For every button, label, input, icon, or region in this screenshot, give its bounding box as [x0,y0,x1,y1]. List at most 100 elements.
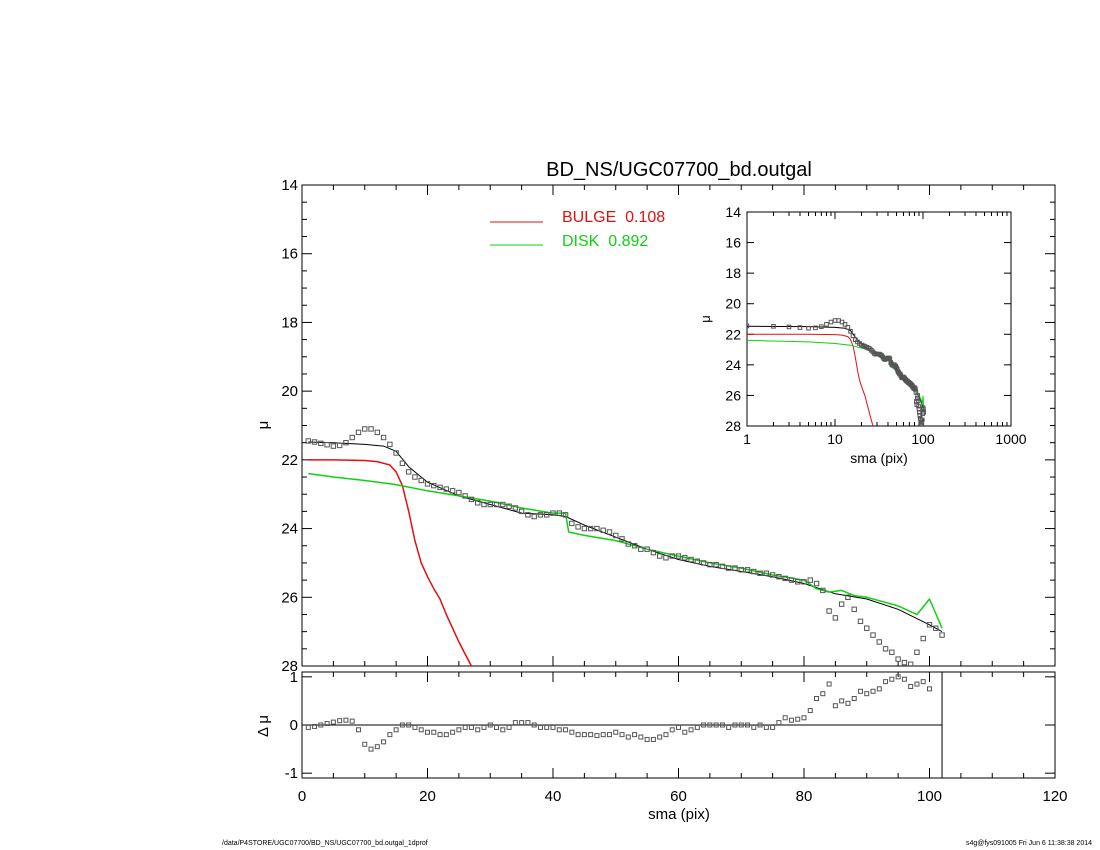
residual-point [544,724,550,730]
residual-point [600,732,606,738]
data-point [788,577,795,583]
data-point [368,426,374,432]
residual-point [776,720,782,726]
residual-point [393,727,399,733]
residual-point [707,722,713,728]
data-point [318,440,324,447]
residual-point [876,686,882,692]
data-point [838,601,845,607]
inset-x-tick-label: 10 [827,431,843,447]
residual-point [657,734,663,740]
residual-point [456,727,462,733]
inset-data-point [813,325,818,331]
residual-point [713,722,719,728]
data-point [656,553,663,559]
data-point [826,608,832,614]
residual-point [883,679,889,685]
residual-point [500,727,506,733]
residual-y-axis-label: Δ μ [255,715,272,737]
residual-point [719,722,725,728]
inset-y-tick-label: 20 [725,296,741,312]
residual-point [914,681,920,687]
residual-point [726,724,732,730]
data-point [431,482,437,489]
inset-data-point [845,325,851,330]
data-point [619,536,625,542]
data-point [795,579,801,585]
data-point [380,434,387,441]
residual-point [381,739,387,745]
residual-point [701,722,707,728]
data-point [437,484,443,491]
residual-point [575,732,581,738]
inset-data-point [915,393,920,398]
data-point [531,513,537,520]
data-point [832,615,839,621]
bulge-line [308,459,473,666]
residual-point [814,696,820,701]
residual-point [826,681,832,687]
residual-point [650,736,656,742]
residual-y-tick-label: 1 [290,669,298,686]
data-point [669,553,675,559]
residual-point [556,727,562,733]
inset-y-tick-label: 22 [725,326,741,342]
inset-x-tick-label: 1000 [995,431,1026,447]
residual-point [688,727,694,733]
data-point [500,501,506,508]
data-point [449,488,456,494]
residual-point [563,727,569,733]
data-point [362,426,368,432]
data-point [556,510,562,516]
residual-point [663,732,669,738]
residual-point [537,724,543,730]
residual-point [418,727,424,733]
inset-y-tick-label: 18 [725,265,741,281]
main-y-tick-label: 14 [281,177,298,194]
data-point [845,594,851,600]
data-point [782,575,788,582]
data-point [506,503,512,509]
inset-data-point [842,322,848,327]
x-tick-label: 100 [917,788,942,805]
residual-point [343,717,349,723]
residual-point [782,715,788,721]
main-series-group [305,426,945,666]
data-point [625,541,631,547]
residual-point [594,733,600,739]
data-point [870,632,876,638]
residual-point [374,744,380,750]
inset-x-tick-label: 1 [743,431,751,447]
data-point [525,512,531,518]
legend-bulge-label: BULGE 0.108 [562,209,665,226]
data-point [581,525,588,532]
inset-bulge-line [747,333,874,426]
residual-point [399,722,405,728]
residual-point [355,727,361,733]
inset-data-point [921,409,927,415]
data-point [424,481,431,487]
inset-plot-area: 14 16 18 20 22 24 26 281 10 100 1000 [725,204,1026,447]
inset-x-axis-label: sma (pix) [850,450,908,466]
data-point [732,565,738,571]
residual-point [387,732,393,738]
data-point [757,570,763,576]
x-tick-label: 0 [298,788,306,805]
inset-y-tick-label: 26 [725,387,741,403]
residual-point [895,674,901,680]
residual-point [851,696,857,701]
residual-point [644,736,650,742]
residual-point [801,715,807,721]
residual-plot-area: 10-10 20 40 60 80 100 120 [285,669,1068,805]
data-point [349,434,355,441]
inset-data-point [747,323,750,329]
residual-point [468,724,474,730]
residual-point [581,732,587,738]
data-point [694,558,701,564]
data-point [544,512,550,518]
residual-point [795,716,801,722]
data-point [675,553,682,559]
data-point [512,505,519,511]
data-point [751,568,757,575]
residual-point [625,734,631,740]
